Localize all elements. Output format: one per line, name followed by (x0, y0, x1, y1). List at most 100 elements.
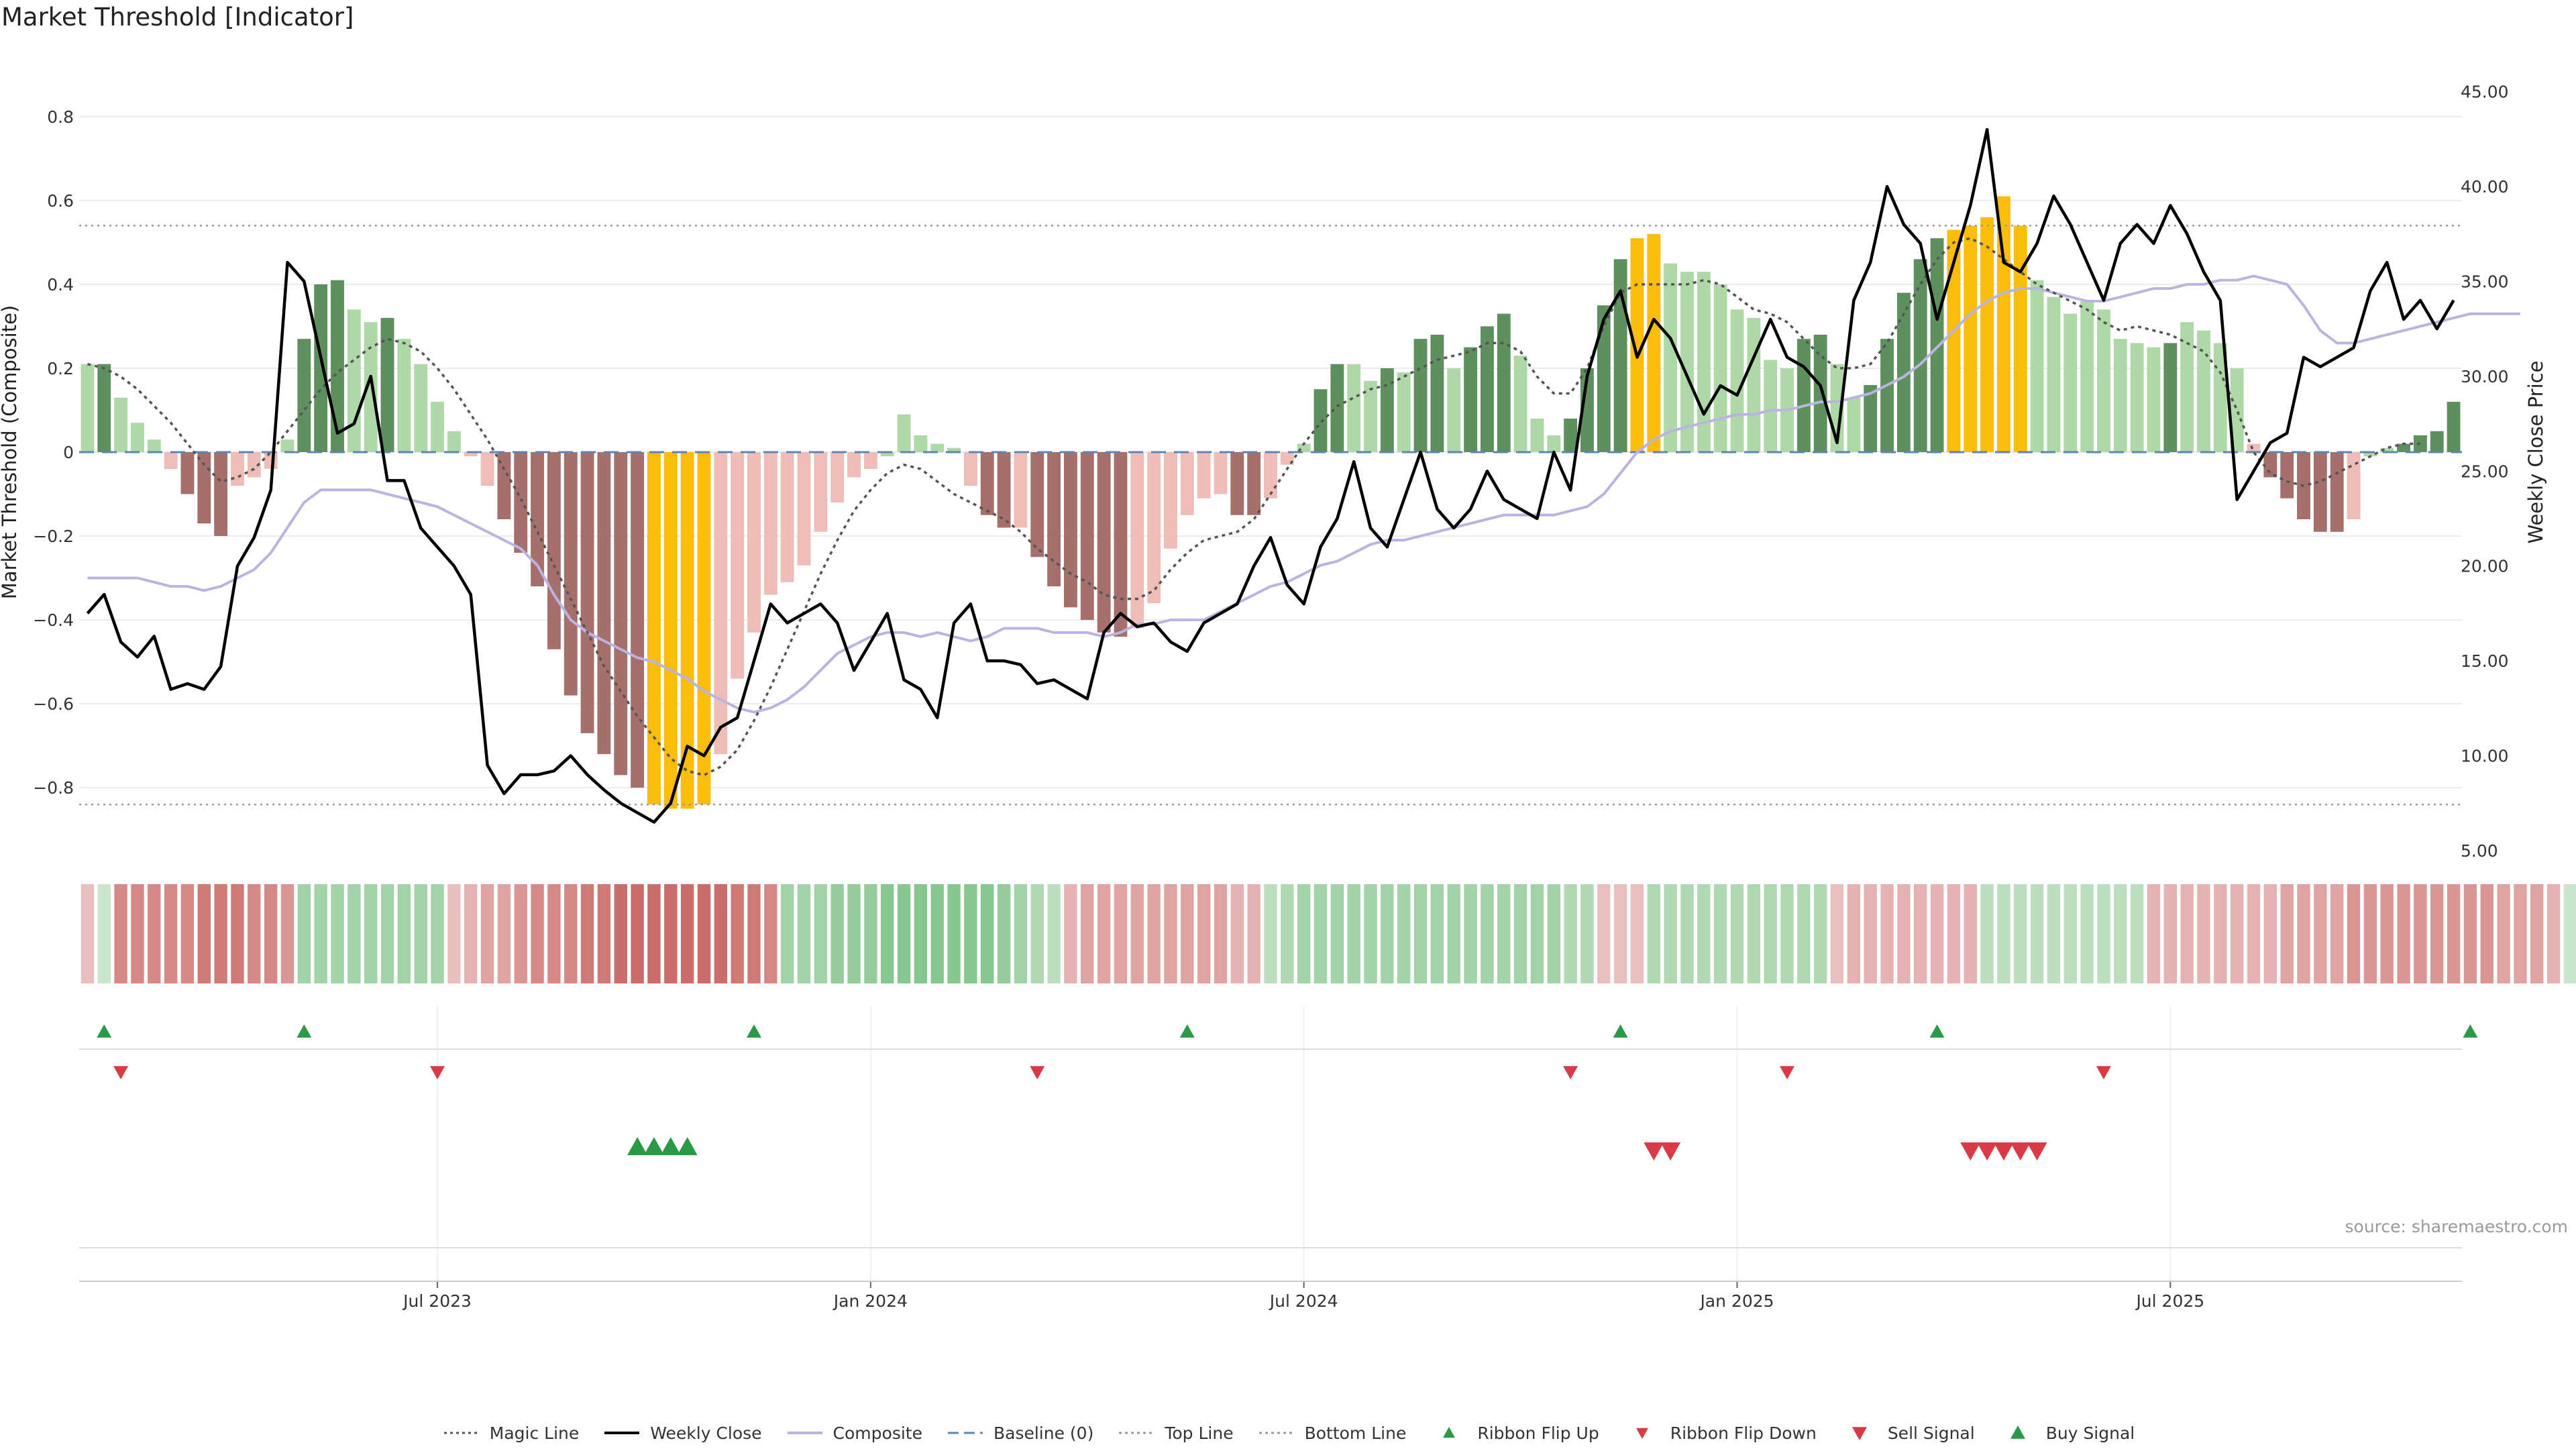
ribbon-cell (1130, 884, 1144, 983)
legend-item: Sell Signal (1839, 1424, 1975, 1443)
legend-marker-sample (1443, 1427, 1456, 1438)
ribbon-cell (864, 884, 877, 983)
composite-bar (1597, 305, 1611, 452)
legend-label: Top Line (1165, 1423, 1234, 1443)
composite-bar (314, 284, 328, 452)
ribbon-cell (2430, 884, 2444, 983)
xtick-label: Jan 2025 (1699, 1291, 1774, 1311)
ribbon-cell (2230, 884, 2244, 983)
composite-bar (680, 452, 694, 809)
ytick-right-label: 40.00 (2461, 177, 2509, 197)
composite-bar (2230, 368, 2244, 452)
ribbon-strip (80, 884, 2576, 983)
ribbon-cell (1364, 884, 1377, 983)
ylabel-left: Market Threshold (Composite) (0, 305, 21, 599)
ribbon-cell (1313, 884, 1328, 983)
ribbon-cell (2530, 884, 2544, 983)
composite-bar (1996, 196, 2010, 452)
chart-title: Market Threshold [Indicator] (1, 3, 354, 32)
composite-bar (1313, 389, 1328, 452)
ribbon-cell (847, 884, 861, 983)
composite-bar (1764, 360, 1778, 452)
composite-bar (997, 452, 1011, 528)
ribbon-cell (1464, 884, 1477, 983)
composite-bar (830, 452, 845, 503)
ribbon-cell (197, 884, 211, 983)
composite-bar (963, 452, 977, 486)
ribbon-cell (2297, 884, 2310, 983)
ribbon-cell (280, 884, 294, 983)
ribbon-flip-up-marker (2463, 1024, 2478, 1038)
legend-label: Sell Signal (1887, 1423, 1975, 1443)
ribbon-cell (1980, 884, 1994, 983)
composite-bar (280, 439, 294, 452)
composite-bar (914, 435, 928, 452)
composite-bar (947, 447, 961, 452)
composite-bar (1114, 452, 1128, 637)
composite-bar (1063, 452, 1077, 608)
ribbon-cell (364, 884, 378, 983)
xtick-label: Jul 2024 (1269, 1291, 1338, 1311)
composite-bar (814, 452, 828, 532)
ribbon-cell (1680, 884, 1694, 983)
composite-bar (1913, 259, 1927, 452)
ribbon-cell (2047, 884, 2061, 983)
ribbon-cell (1597, 884, 1611, 983)
xtick-label: Jul 2025 (2135, 1291, 2204, 1311)
ribbon-cell (231, 884, 244, 983)
xtick-label: Jan 2024 (833, 1291, 908, 1311)
composite-bar (1547, 435, 1561, 452)
ribbon-cell (464, 884, 478, 983)
ytick-left-label: 0.4 (47, 275, 74, 294)
composite-bar (397, 339, 411, 452)
ribbon-cell (1497, 884, 1511, 983)
ribbon-cell (314, 884, 327, 983)
magic-line (87, 237, 2420, 777)
legend: Magic Line Weekly Close Composite Baseline … (0, 1421, 2576, 1445)
ribbon-cell (1914, 884, 1927, 983)
ribbon-cell (930, 884, 944, 983)
legend-label: Bottom Line (1304, 1423, 1407, 1443)
composite-bar (114, 397, 128, 452)
composite-bar (1747, 317, 1761, 452)
composite-bar (580, 452, 594, 733)
ytick-right-label: 20.00 (2461, 557, 2509, 576)
composite-bar (980, 452, 994, 515)
sell-signal-marker (1977, 1142, 1998, 1161)
ribbon-cell (447, 884, 461, 983)
ytick-right-label: 10.00 (2461, 747, 2509, 766)
ribbon-cell (1647, 884, 1660, 983)
composite-bar (2030, 280, 2044, 452)
composite-bar (480, 452, 494, 486)
composite-bar (2247, 443, 2261, 452)
ribbon-cell (680, 884, 694, 983)
composite-bar (1413, 339, 1428, 452)
ribbon-cell (1630, 884, 1644, 983)
composite-bar (2163, 343, 2178, 452)
composite-bar (1014, 452, 1028, 528)
composite-bar (1364, 380, 1377, 452)
ribbon-cell (547, 884, 561, 983)
weekly-close-line (86, 127, 2455, 824)
ribbon-cell (1513, 884, 1527, 983)
ribbon-cell (714, 884, 727, 983)
ribbon-cell (2280, 884, 2294, 983)
ribbon-cell (97, 884, 111, 983)
ribbon-cell (1847, 884, 1861, 983)
legend-marker-sample (1851, 1427, 1867, 1440)
ribbon-cell (881, 884, 894, 983)
composite-bar (2347, 452, 2361, 520)
ribbon-cell (947, 884, 961, 983)
ribbon-flip-up-marker (297, 1024, 312, 1038)
ribbon-cell (797, 884, 811, 983)
ytick-left-label: −0.8 (33, 778, 74, 798)
composite-bar (1347, 364, 1361, 452)
ribbon-cell (914, 884, 928, 983)
ribbon-cell (264, 884, 278, 983)
ribbon-cell (1780, 884, 1794, 983)
composite-bar (1564, 418, 1578, 452)
ribbon-cell (1164, 884, 1177, 983)
ribbon-cell (1747, 884, 1761, 983)
ribbon-cell (1397, 884, 1411, 983)
ribbon-cell (2063, 884, 2077, 983)
